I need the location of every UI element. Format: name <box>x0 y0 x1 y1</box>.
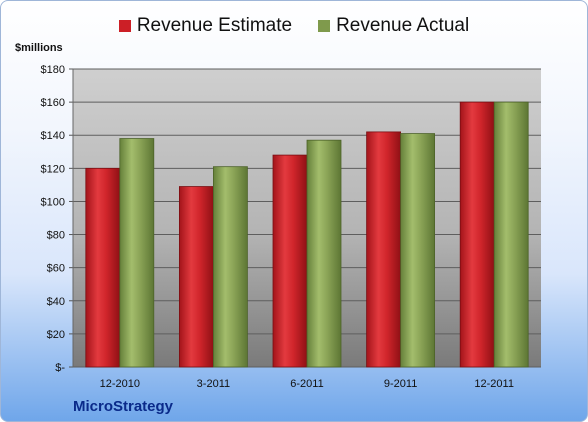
y-tick-label: $100 <box>41 196 65 208</box>
y-axis-unit-label: $millions <box>15 42 63 54</box>
y-tick-label: $180 <box>41 64 65 76</box>
bar-actual <box>306 139 342 368</box>
legend-swatch-estimate <box>118 20 131 32</box>
y-tick-label: $40 <box>47 296 65 308</box>
bar-estimate <box>85 167 121 368</box>
y-tick-label: $60 <box>47 263 65 275</box>
legend-item-actual: Revenue Actual <box>318 15 469 37</box>
bar-estimate <box>366 131 402 368</box>
x-tick-label: 6-2011 <box>290 378 323 390</box>
bar-estimate <box>178 186 214 368</box>
y-tick-label: $- <box>55 362 65 374</box>
legend-label-actual: Revenue Actual <box>336 15 470 36</box>
bar-actual <box>119 138 155 368</box>
bar-estimate <box>459 101 495 368</box>
legend: Revenue Estimate Revenue Actual <box>1 15 587 37</box>
legend-swatch-actual <box>318 20 331 32</box>
legend-label-estimate: Revenue Estimate <box>136 15 293 36</box>
company-name: MicroStrategy <box>73 398 174 415</box>
y-tick-label: $80 <box>47 230 65 242</box>
x-tick-label: 12-2010 <box>100 378 140 390</box>
x-tick-label: 12-2011 <box>474 378 514 390</box>
y-tick-label: $140 <box>41 130 65 142</box>
y-tick-label: $160 <box>41 97 65 109</box>
bar-estimate <box>272 154 308 368</box>
legend-item-estimate: Revenue Estimate <box>118 15 293 37</box>
bar-actual <box>400 133 436 368</box>
bar-actual <box>212 166 248 368</box>
y-tick-label: $120 <box>41 163 65 175</box>
x-tick-label: 9-2011 <box>384 378 417 390</box>
y-tick-label: $20 <box>47 329 65 341</box>
bar-actual <box>493 101 529 368</box>
x-tick-label: 3-2011 <box>197 378 230 390</box>
